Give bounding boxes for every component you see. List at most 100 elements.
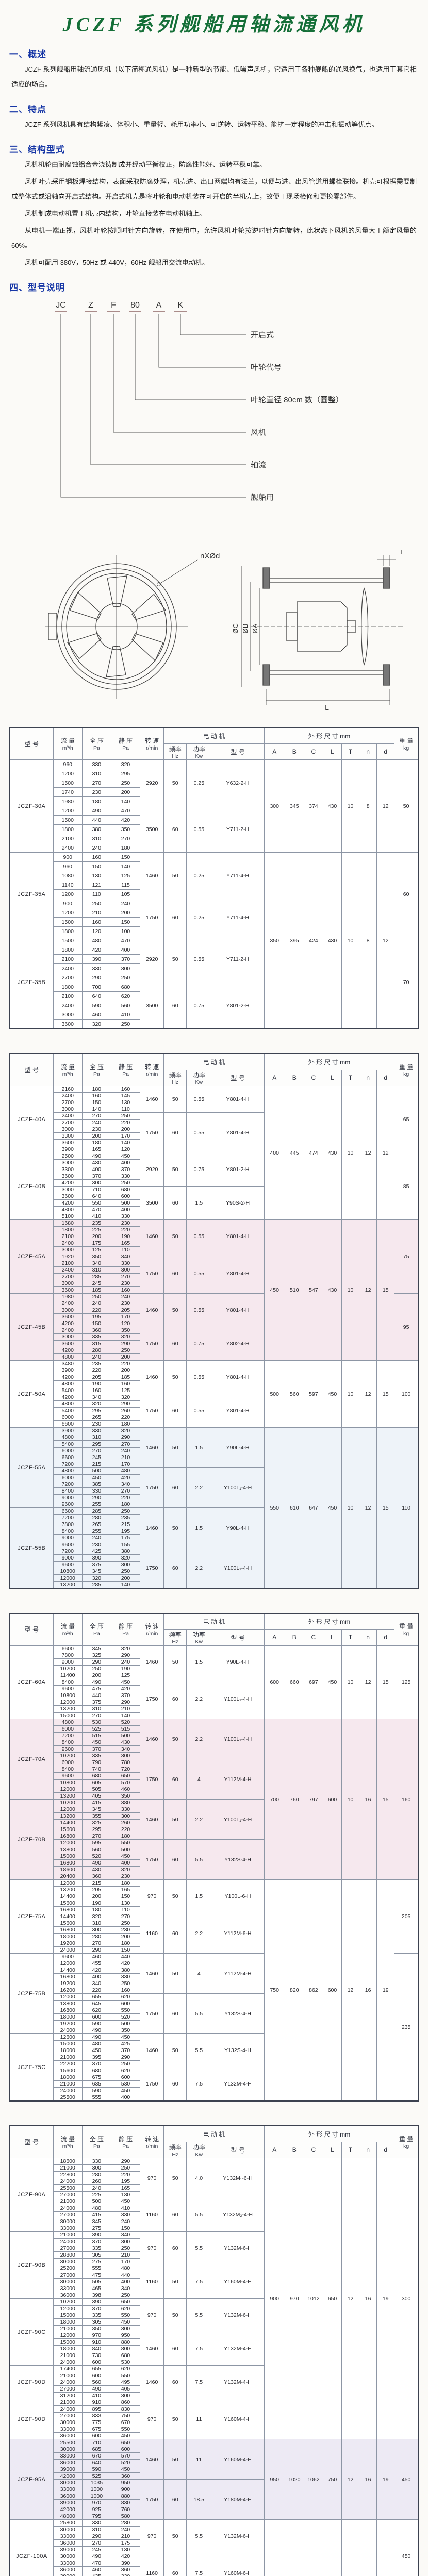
spec-table-1: 型 号流 量 m³/h 全 压 Pa 静 压 Pa 转 速 r/min 电 动 机外 形 尺 寸… bbox=[9, 727, 419, 1029]
static-pressure-cell: 650 bbox=[110, 2439, 141, 2446]
col-header-power: 功率 Kw bbox=[186, 1070, 212, 1086]
dim-cell-B: 760 bbox=[284, 1719, 304, 1880]
total-pressure-cell: 290 bbox=[81, 1494, 111, 1501]
total-pressure-cell: 250 bbox=[81, 1665, 111, 1672]
total-pressure-cell: 200 bbox=[81, 1132, 111, 1140]
flow-cell: 16800 bbox=[53, 1926, 83, 1934]
table-row: 2400 270 250 1750 60 0.55 Y801-4-H bbox=[10, 1112, 418, 1153]
flow-cell: 21000 bbox=[53, 2325, 83, 2332]
flow-cell: 5400 bbox=[53, 1387, 83, 1394]
speed-cell: 1750 bbox=[140, 1993, 164, 2034]
total-pressure-cell: 590 bbox=[81, 2020, 111, 2027]
header-row: 型 号流 量 m³/h 全 压 Pa 静 压 Pa 转 速 r/min 电 动 机外 形 尺 寸… bbox=[9, 727, 419, 760]
total-pressure-cell: 740 bbox=[81, 1766, 111, 1773]
flow-cell: 1080 bbox=[53, 871, 83, 880]
col-header-power: 功率 Kw bbox=[186, 1629, 212, 1646]
flow-cell: 3000 bbox=[53, 1106, 83, 1113]
table-row: 15600 190 130 bbox=[10, 1900, 418, 1907]
total-pressure-cell: 910 bbox=[81, 2399, 111, 2406]
speed-cell: 1460 bbox=[140, 1953, 164, 1994]
table-row: 14400 420 380 bbox=[10, 1967, 418, 1974]
dim-cell-B: 970 bbox=[284, 2158, 304, 2439]
total-pressure-cell: 500 bbox=[81, 2198, 111, 2205]
table-row: 3600 315 290 bbox=[10, 1340, 418, 1347]
col-header-frequency: 频率 Hz bbox=[163, 2142, 187, 2158]
spec-table-block-1: 型 号流 量 m³/h 全 压 Pa 静 压 Pa 转 速 r/min 电 动 机外 形 尺 寸… bbox=[9, 727, 419, 1029]
total-pressure-cell: 335 bbox=[81, 2312, 111, 2319]
table-row: 15600 310 250 bbox=[10, 1920, 418, 1927]
power-cell: 0.25 bbox=[186, 852, 212, 899]
static-pressure-cell: 200 bbox=[110, 908, 141, 918]
flow-cell: 9600 bbox=[53, 1685, 83, 1692]
speed-cell: 1750 bbox=[140, 1467, 164, 1508]
motor-model-cell: Y100L₁-4-H bbox=[211, 1799, 265, 1840]
static-pressure-cell: 140 bbox=[110, 1581, 141, 1589]
dim-cell-d: 15 bbox=[376, 1219, 395, 1361]
static-pressure-cell: 125 bbox=[110, 1672, 141, 1679]
static-pressure-cell: 185 bbox=[110, 1374, 141, 1381]
static-pressure-cell: 200 bbox=[110, 1574, 141, 1582]
total-pressure-cell: 180 bbox=[81, 796, 111, 806]
total-pressure-cell: 475 bbox=[81, 2272, 111, 2279]
flow-cell: 3300 bbox=[53, 1166, 83, 1173]
static-pressure-cell: 240 bbox=[110, 1658, 141, 1666]
total-pressure-cell: 310 bbox=[81, 2526, 111, 2533]
table-row: 13200 285 140 bbox=[10, 1581, 418, 1589]
table-row: 1740 230 200 bbox=[10, 787, 418, 797]
flow-cell: 22200 bbox=[53, 2060, 83, 2067]
table-row: JCZF-90C 10200 390 650 970 50 5.5 Y132M-6-H bbox=[9, 2298, 418, 2366]
flow-cell: 19200 bbox=[53, 1980, 83, 1987]
table-row: 13800 560 500 bbox=[10, 1846, 418, 1853]
dim-cell-d: 15 bbox=[376, 1719, 395, 1880]
fan-side-view bbox=[241, 555, 405, 705]
speed-cell: 1750 bbox=[140, 1253, 164, 1294]
static-pressure-cell: 830 bbox=[110, 2405, 141, 2413]
flow-cell: 1200 bbox=[53, 806, 83, 816]
speed-cell: 1750 bbox=[140, 2479, 164, 2520]
flow-cell: 1140 bbox=[53, 880, 83, 890]
speed-cell: 1460 bbox=[140, 2332, 164, 2366]
flow-cell: 16800 bbox=[53, 2007, 83, 2014]
table-row: 4800 190 160 bbox=[10, 1380, 418, 1387]
total-pressure-cell: 680 bbox=[81, 2067, 111, 2074]
motor-model-cell: Y132M-4-H bbox=[211, 2365, 265, 2399]
table-row: 21000 635 530 bbox=[10, 2080, 418, 2088]
motor-model-cell: Y801-2-H bbox=[211, 982, 265, 1029]
table-row: 13200 355 300 bbox=[10, 1812, 418, 1820]
static-pressure-cell: 350 bbox=[110, 2027, 141, 2034]
table-row: 2400 175 165 bbox=[10, 1240, 418, 1247]
motor-model-cell: Y632-2-H bbox=[211, 759, 265, 806]
static-pressure-cell: 250 bbox=[110, 1179, 141, 1187]
flow-cell: 13200 bbox=[53, 1812, 83, 1820]
flow-cell: 15600 bbox=[53, 1920, 83, 1927]
flow-cell: 30000 bbox=[53, 2258, 83, 2265]
table-row: 4200 150 120 bbox=[10, 1320, 418, 1327]
static-pressure-cell: 370 bbox=[110, 1692, 141, 1699]
static-pressure-cell: 155 bbox=[110, 1541, 141, 1548]
static-pressure-cell: 530 bbox=[110, 2359, 141, 2366]
frequency-cell: 60 bbox=[163, 1253, 187, 1294]
table-row: JCZF-30A 960 330 320 2920 50 0.25 Y632-2-H 300 34… bbox=[9, 759, 419, 853]
static-pressure-cell: 205 bbox=[110, 1307, 141, 1314]
static-pressure-cell: 320 bbox=[110, 1554, 141, 1562]
static-pressure-cell: 380 bbox=[110, 1799, 141, 1806]
flow-cell: 12000 bbox=[53, 2305, 83, 2312]
power-cell: 0.75 bbox=[186, 1153, 212, 1187]
static-pressure-cell: 210 bbox=[110, 2533, 141, 2540]
power-cell: 4.0 bbox=[186, 2158, 212, 2198]
total-pressure-cell: 420 bbox=[81, 1967, 111, 1974]
static-pressure-cell: 240 bbox=[110, 899, 141, 908]
col-header-dim-A: A bbox=[264, 2142, 285, 2158]
col-header-dimensions: 外 形 尺 寸 mm bbox=[264, 1613, 395, 1630]
speed-cell: 1460 bbox=[140, 852, 164, 899]
dim-cell-L: 430 bbox=[322, 852, 342, 1029]
label-thickness: T bbox=[399, 548, 403, 556]
flow-cell: 3600 bbox=[53, 1139, 83, 1146]
static-pressure-cell: 550 bbox=[110, 2007, 141, 2014]
power-cell: 2.2 bbox=[186, 1913, 212, 1954]
static-pressure-cell: 570 bbox=[110, 2452, 141, 2460]
frequency-cell: 50 bbox=[163, 2399, 187, 2439]
static-pressure-cell: 520 bbox=[110, 2013, 141, 2021]
static-pressure-cell: 150 bbox=[110, 2225, 141, 2232]
total-pressure-cell: 160 bbox=[81, 1092, 111, 1099]
